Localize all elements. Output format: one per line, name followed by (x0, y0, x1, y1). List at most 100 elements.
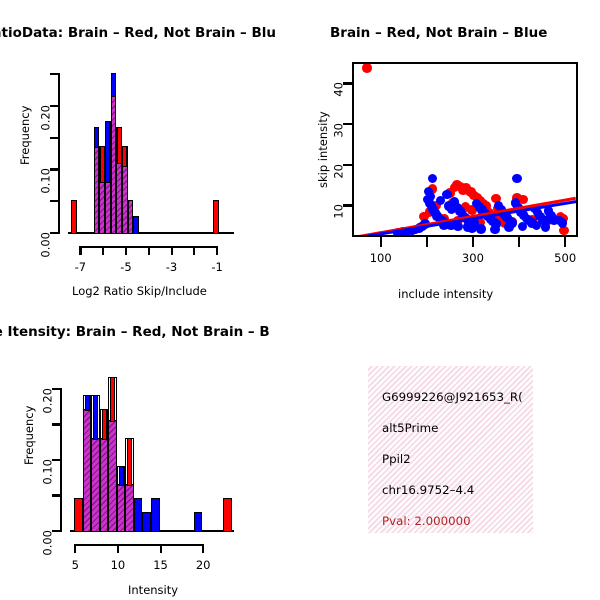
scatter-point-blue (446, 220, 456, 231)
scatter-x-tick (425, 237, 428, 247)
scatter-x-tick-label: 100 (369, 251, 392, 265)
scatter-point-blue (439, 220, 449, 230)
y-axis-tick (50, 168, 59, 171)
scatter-point-red (460, 202, 471, 212)
scatter-point-blue (540, 217, 551, 228)
scatter-y-tick (343, 204, 352, 207)
y-axis-tick (52, 458, 61, 462)
scatter-point-blue (449, 197, 460, 207)
x-tick-label: -3 (165, 260, 178, 274)
histogram-bar-outline (70, 200, 77, 234)
x-axis-tick (116, 544, 120, 553)
scatter-point-blue (504, 222, 514, 232)
scatter-point-blue (543, 206, 554, 216)
histogram-bar-outline (133, 498, 143, 532)
scatter-point-blue (453, 221, 463, 232)
x-tick-rail (74, 544, 205, 547)
scatter-point-blue (427, 173, 437, 184)
scatter-y-tick-label: 40 (332, 82, 346, 97)
x-axis-tick (147, 246, 150, 255)
scatter-point-blue (549, 215, 559, 225)
histogram-bar-outline (125, 437, 134, 532)
x-axis-tick (102, 246, 105, 255)
x-tick-label: -5 (120, 260, 132, 274)
y-axis-line (60, 387, 63, 532)
x-tick-label: 15 (153, 558, 168, 572)
histogram-bar-outline (193, 512, 203, 532)
scatter-point-blue (446, 204, 457, 215)
histogram-bar-outline (108, 377, 117, 532)
scatter-y-tick-label: 10 (332, 204, 346, 220)
scatter-plot-area: 10 20 30 40 100 300 500 (332, 62, 578, 265)
x-axis-tick (216, 246, 219, 255)
x-axis-tick (170, 246, 173, 255)
scatter-points-clip (354, 64, 576, 235)
info-line-4: chr16.9752–4.4 (382, 483, 475, 497)
info-line-5: Pval: 2.000000 (382, 514, 471, 528)
x-axis-tick (193, 246, 196, 255)
x-axis-line (68, 232, 234, 235)
scatter-point-blue (469, 218, 479, 228)
scatter-point-blue (557, 218, 568, 228)
histogram-bar-outline (133, 216, 140, 234)
scatter-point-red (419, 211, 429, 222)
y-axis-tick (52, 387, 61, 390)
scatter-x-tick-label: 500 (554, 251, 577, 265)
scatter-xlabel: include intensity (398, 287, 494, 301)
scatter-point-blue (435, 195, 446, 206)
histogram-bar-outline (151, 498, 160, 532)
scatter-y-tick (343, 123, 352, 126)
y-axis-tick (50, 200, 59, 203)
info-line-1: G6999226@J921653_R( (382, 390, 523, 404)
y-axis-line (58, 73, 61, 234)
scatter-point-blue (423, 186, 434, 197)
histogram-bar-outline (116, 466, 126, 532)
hist-ratio-title: RatioData: Brain – Red, Not Brain – Blu (0, 25, 277, 41)
histogram-bar-outline (91, 394, 100, 532)
scatter-point-red (518, 194, 528, 205)
histogram-bar-outline (223, 498, 232, 532)
histogram-bar-outline (127, 200, 134, 234)
scatter-y-tick (343, 163, 352, 166)
scatter-point-blue (490, 224, 500, 235)
scatter-x-tick-label: 300 (461, 251, 484, 265)
scatter-y-tick-label: 20 (332, 163, 346, 179)
scatter-point-red (559, 225, 569, 235)
scatter-point-blue (402, 226, 413, 235)
x-axis-tick (124, 246, 128, 255)
scatter-point-blue (476, 224, 486, 234)
scatter-title: Brain – Red, Not Brain – Blue (330, 25, 548, 41)
histogram-bar-outline (82, 394, 92, 532)
scatter-point-blue (462, 222, 473, 232)
scatter-x-tick (564, 237, 567, 247)
hist-intensity-plot-area: 0.00 0.10 0.20 5 10 15 20 (0, 300, 300, 600)
histogram-bar-outline (110, 73, 117, 234)
scatter-point-red (467, 205, 477, 215)
x-tick-label: -1 (211, 260, 223, 274)
scatter-y-tick (343, 82, 352, 85)
histogram-bar-outline (74, 498, 83, 532)
hist-intensity-xlabel: Intensity (128, 583, 179, 597)
y-axis-tick (52, 494, 61, 497)
y-axis-tick (52, 530, 61, 533)
y-tick-label: 0.00 (41, 530, 55, 556)
histogram-bar-outline (122, 146, 128, 234)
scatter-point-red (494, 214, 505, 224)
histogram-bar-outline (213, 200, 219, 234)
histogram-bar-outline (105, 120, 111, 234)
y-tick-label: 0.20 (41, 387, 55, 414)
gene-info-box: G6999226@J921653_R(alt5Prime Ppil2 chr16.9… (368, 366, 533, 533)
y-axis-tick (50, 104, 59, 108)
x-tick-label: 20 (195, 558, 211, 572)
scatter-x-tick (518, 237, 521, 247)
scatter-point-red (362, 64, 372, 73)
scatter-point-blue (510, 198, 521, 208)
hist-intensity-title: ne Itensity: Brain – Red, Not Brain – B (0, 324, 270, 340)
x-axis-tick (202, 544, 205, 553)
scatter-point-blue (540, 222, 551, 232)
info-line-3: Ppil2 (382, 452, 411, 466)
hist-ratio-plot-area: 0.00 0.10 0.20 -7 -5 -3 -1 (0, 0, 300, 300)
x-axis-tick (74, 544, 77, 553)
scatter-point-red (512, 193, 522, 203)
scatter-point-red (475, 217, 485, 228)
